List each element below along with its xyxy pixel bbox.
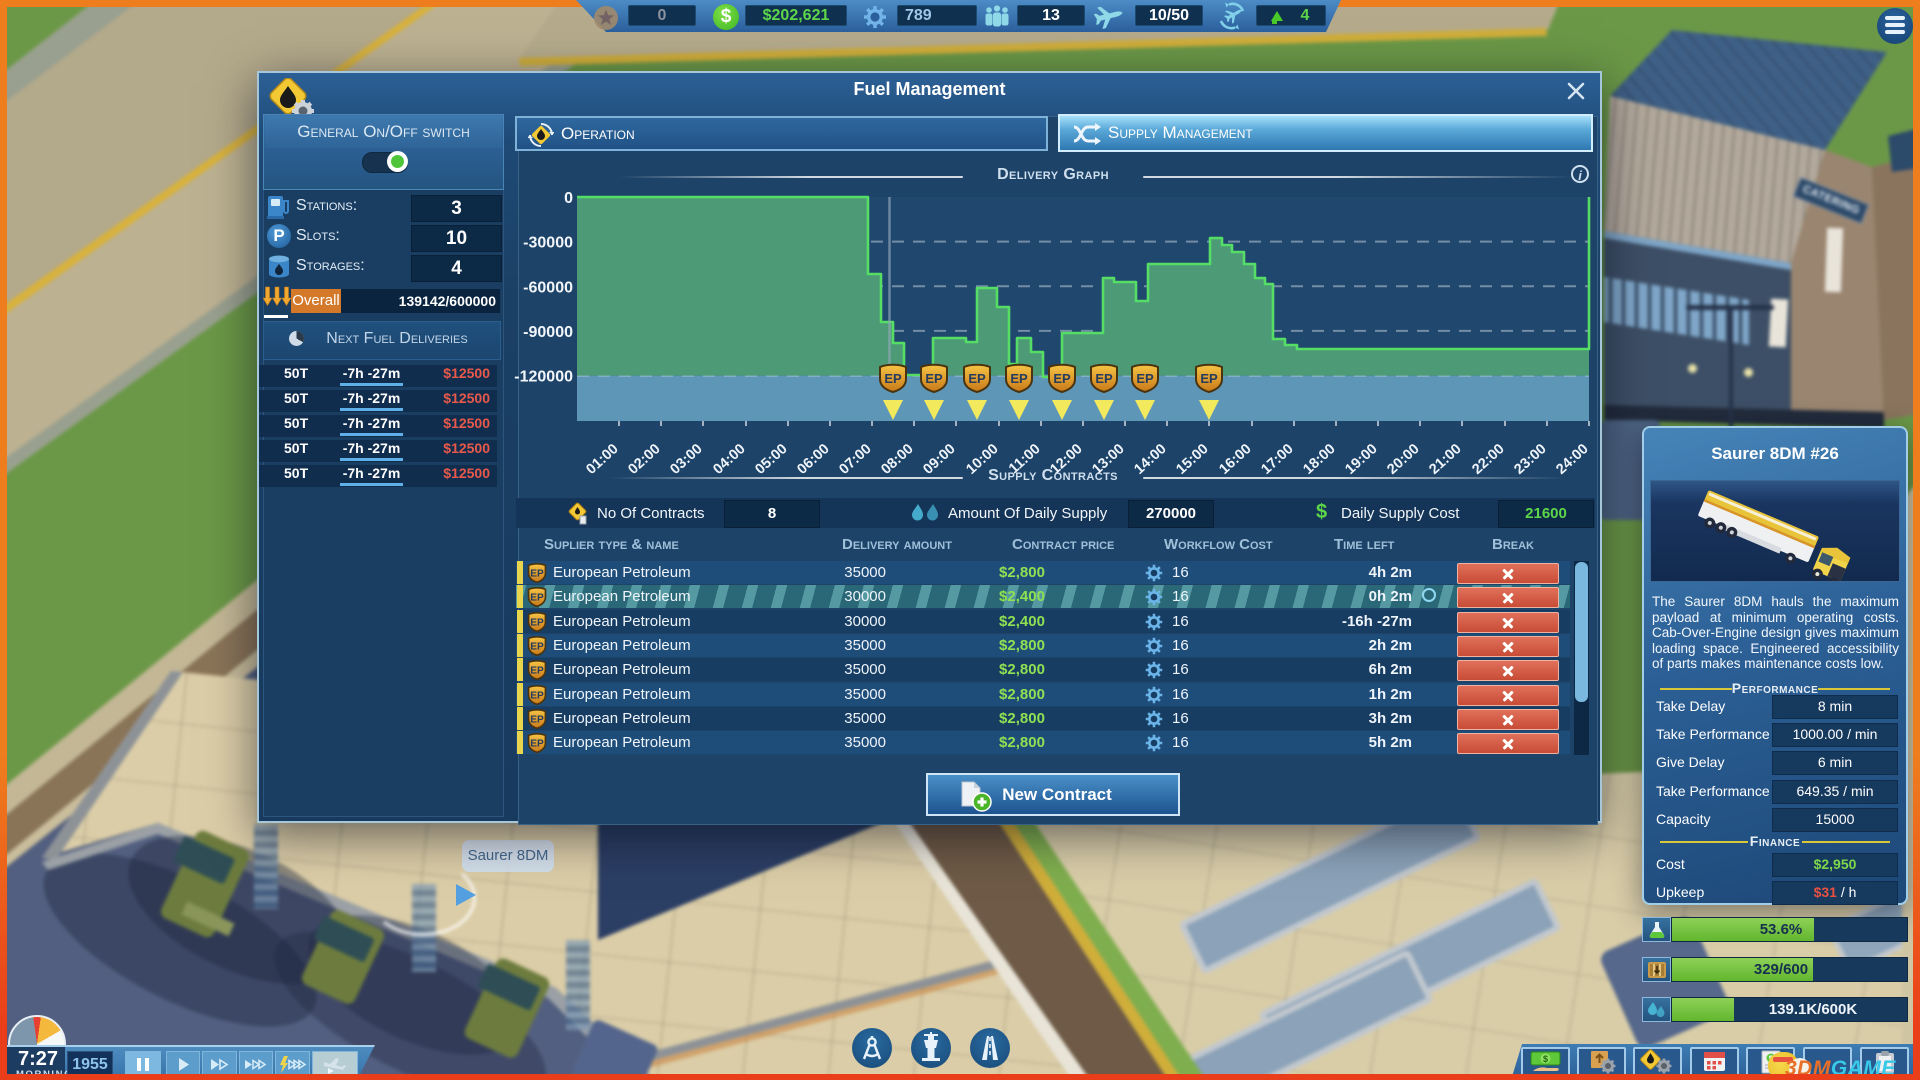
svg-text:24:00: 24:00 (1553, 441, 1591, 478)
svg-text:0: 0 (564, 190, 573, 207)
svg-text:20:00: 20:00 (1384, 441, 1422, 478)
svg-text:15:00: 15:00 (1173, 441, 1211, 478)
svg-text:08:00: 08:00 (878, 441, 916, 478)
svg-text:EP: EP (530, 665, 544, 676)
svg-text:EP: EP (530, 617, 544, 628)
svg-text:21:00: 21:00 (1426, 441, 1464, 478)
svg-text:23:00: 23:00 (1511, 441, 1549, 478)
svg-text:-60000: -60000 (523, 279, 573, 296)
svg-text:18:00: 18:00 (1300, 441, 1338, 478)
svg-text:-30000: -30000 (523, 235, 573, 252)
svg-text:-120000: -120000 (514, 369, 573, 386)
svg-text:EP: EP (530, 592, 544, 603)
svg-text:16:00: 16:00 (1216, 441, 1254, 478)
svg-text:07:00: 07:00 (836, 441, 874, 478)
svg-text:19:00: 19:00 (1342, 441, 1380, 478)
svg-text:EP: EP (530, 738, 544, 749)
svg-text:$: $ (1543, 1054, 1548, 1064)
svg-text:04:00: 04:00 (710, 441, 748, 478)
svg-text:EP: EP (530, 690, 544, 701)
svg-text:06:00: 06:00 (794, 441, 832, 478)
svg-text:EP: EP (530, 568, 544, 579)
svg-text:22:00: 22:00 (1469, 441, 1507, 478)
svg-text:01:00: 01:00 (583, 441, 621, 478)
svg-text:17:00: 17:00 (1258, 441, 1296, 478)
svg-text:05:00: 05:00 (752, 441, 790, 478)
svg-text:EP: EP (530, 714, 544, 725)
svg-text:-90000: -90000 (523, 324, 573, 341)
svg-text:EP: EP (530, 641, 544, 652)
svg-text:03:00: 03:00 (667, 441, 705, 478)
svg-text:02:00: 02:00 (625, 441, 663, 478)
